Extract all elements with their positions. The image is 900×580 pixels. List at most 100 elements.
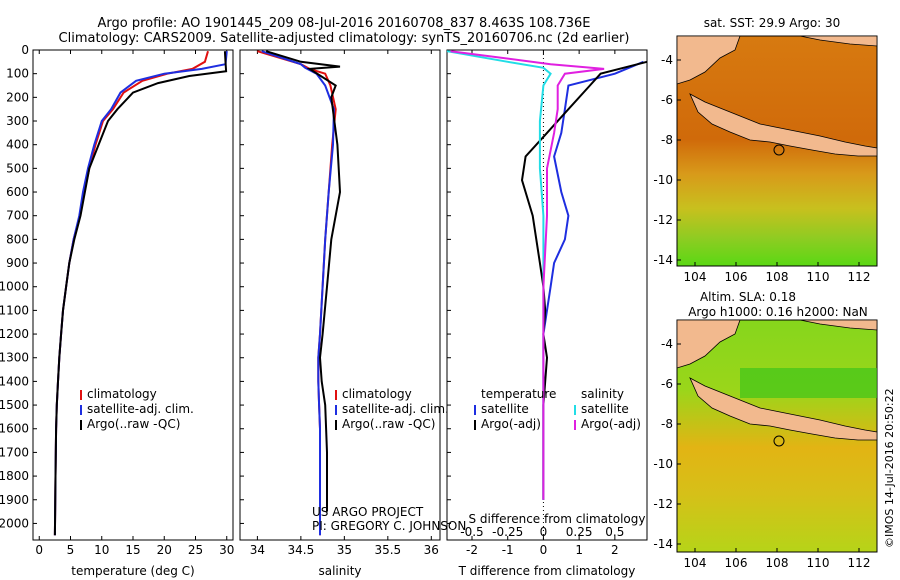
java-land-2 [689, 377, 878, 441]
legend-label: Argo(-adj) [481, 417, 541, 431]
map-y-tick-label: -6 [661, 93, 673, 107]
legend-label: Argo(-adj) [581, 417, 641, 431]
y-tick-label: 0 [21, 43, 29, 57]
x-tick-label: 25 [188, 543, 203, 557]
y-tick-label: 800 [6, 232, 29, 246]
y-tick-label: 700 [6, 209, 29, 223]
map-x-tick-label: 110 [807, 270, 830, 284]
difference-plot-frame [446, 49, 648, 541]
map-x-tick-label: 106 [725, 270, 748, 284]
y-tick-label: 600 [6, 185, 29, 199]
map-x-tick-label: 112 [848, 270, 871, 284]
map-y-tick-label: -14 [653, 253, 673, 267]
legend-label: satellite-adj. clim. [342, 402, 449, 416]
x-tick-label: 10 [94, 543, 109, 557]
legend-label: satellite-adj. clim. [87, 402, 194, 416]
map-x-tick-label: 108 [766, 556, 789, 570]
y-tick-label: 1900 [0, 493, 29, 507]
x-tick-label: 0 [540, 543, 548, 557]
y-tick-label: 1200 [0, 327, 29, 341]
y-tick-label: 1300 [0, 351, 29, 365]
legend-label: climatology [342, 387, 412, 401]
legend-label: Argo(..raw -QC) [87, 417, 180, 431]
timestamp: ©IMOS 14-Jul-2016 20:50:22 [883, 388, 896, 548]
map-x-tick-label: 108 [766, 270, 789, 284]
header-line2: Climatology: CARS2009. Satellite-adjuste… [59, 31, 630, 46]
temperature-x-axis-label: temperature (deg C) [71, 564, 194, 578]
temperature-panel: 0 5 10 15 20 25 300100200300400500600700800900… [0, 43, 234, 578]
salinity-plot-frame [239, 49, 441, 541]
sla-map-title: Altim. SLA: 0.18 [700, 290, 796, 304]
x-tick-label: 35.5 [374, 543, 401, 557]
map-y-tick-label: -12 [653, 213, 673, 227]
x-tick-label: 30 [219, 543, 234, 557]
temperature-plot-frame [32, 49, 234, 541]
sst-map: 104 106 108 110 112 -4 -6 -8 -10 -12 -14 [653, 35, 878, 284]
x-tick-label: 15 [125, 543, 140, 557]
map-y-tick-label: -8 [661, 417, 673, 431]
argo-float-marker [773, 144, 785, 156]
y-tick-label: 1700 [0, 445, 29, 459]
y-tick-label: 500 [6, 161, 29, 175]
series-line [53, 51, 228, 536]
map-y-tick-label: -4 [661, 337, 673, 351]
argo-float-marker-2 [773, 435, 785, 447]
borneo-land [799, 35, 878, 47]
sla-map: 104 106 108 110 112 -4 -6 -8 -10 -12 -14 [653, 319, 878, 570]
salinity-panel: 34 34.5 35 35.5 36 salinity climatologysatelli… [239, 49, 449, 578]
sumatra-land-2 [676, 319, 741, 369]
x-tick-label: -2 [466, 543, 478, 557]
map-x-tick-label: 106 [725, 556, 748, 570]
s-axis-label: S difference from climatology [469, 512, 646, 526]
y-tick-label: 1500 [0, 398, 29, 412]
map-y-tick-label: -4 [661, 53, 673, 67]
x-tick-label: 5 [67, 543, 75, 557]
sst-map-title: sat. SST: 29.9 Argo: 30 [704, 16, 841, 30]
x-tick-label: 34 [250, 543, 265, 557]
s-tick-label: 0 [540, 525, 548, 539]
x-tick-label: 20 [157, 543, 172, 557]
legend-label: satellite [581, 402, 629, 416]
map-y-tick-label: -12 [653, 497, 673, 511]
x-tick-label: 35 [337, 543, 352, 557]
y-tick-label: 400 [6, 138, 29, 152]
map-y-tick-label: -6 [661, 377, 673, 391]
legend-label: Argo(..raw -QC) [342, 417, 435, 431]
difference-x-axis-label: T difference from climatology [458, 564, 636, 578]
borneo-land-2 [799, 319, 878, 331]
map-y-tick-label: -8 [661, 133, 673, 147]
y-tick-label: 1800 [0, 469, 29, 483]
x-tick-label: 2 [611, 543, 619, 557]
header-line1: Argo profile: AO 1901445_209 08-Jul-2016… [97, 16, 590, 31]
legend-header: temperature [481, 387, 556, 401]
s-tick-label: 0.25 [566, 525, 593, 539]
x-tick-label: -1 [502, 543, 514, 557]
y-tick-label: 200 [6, 90, 29, 104]
java-land [689, 93, 878, 157]
legend-label: satellite [481, 402, 529, 416]
s-tick-label: 0.5 [605, 525, 624, 539]
pi-text: PI: GREGORY C. JOHNSON [312, 519, 466, 533]
series-line [265, 50, 342, 512]
series-line [450, 50, 605, 500]
y-tick-label: 900 [6, 256, 29, 270]
map-y-tick-label: -10 [653, 173, 673, 187]
x-tick-label: 0 [35, 543, 43, 557]
legend-header: salinity [581, 387, 624, 401]
y-tick-label: 1000 [0, 280, 29, 294]
legend-label: climatology [87, 387, 157, 401]
sla-band [740, 368, 877, 398]
difference-panel: -2 -1 0 1 2 -0.5 -0.25 0 0.25 0.5S difference fro… [446, 49, 648, 578]
y-tick-label: 1600 [0, 422, 29, 436]
y-tick-label: 300 [6, 114, 29, 128]
map-x-tick-label: 110 [807, 556, 830, 570]
map-x-tick-label: 104 [684, 556, 707, 570]
sla-map-subtitle: Argo h1000: 0.16 h2000: NaN [688, 305, 868, 319]
series-line [520, 60, 648, 500]
map-y-tick-label: -10 [653, 457, 673, 471]
map-y-tick-label: -14 [653, 537, 673, 551]
y-tick-label: 2000 [0, 516, 29, 530]
y-tick-label: 100 [6, 67, 29, 81]
s-tick-label: -0.25 [492, 525, 523, 539]
